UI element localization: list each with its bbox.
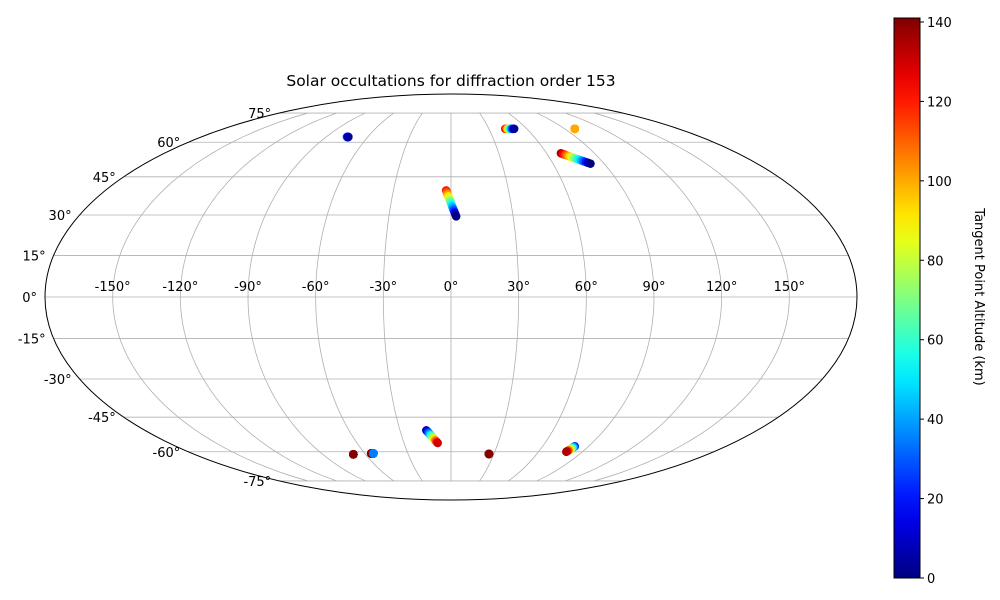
tick-labels: -150° -120° -90° -60° -30° 0° 30° 60° 90° 120° 150…: [18, 107, 805, 490]
lat-tick-label: 0°: [22, 291, 37, 306]
data-point: [433, 438, 442, 448]
colorbar-tick-label: 120: [927, 95, 952, 110]
lon-gridline: [247, 112, 366, 482]
lon-tick-label: -120°: [162, 280, 198, 295]
data-point: [570, 124, 580, 134]
lon-tick-label: 30°: [507, 280, 530, 295]
data-point: [369, 449, 378, 458]
lon-gridline: [508, 112, 587, 482]
colorbar-gradient: [893, 17, 921, 579]
colorbar-label: Tangent Point Altitude (km): [971, 207, 986, 385]
lat-tick-label: 15°: [23, 249, 46, 264]
lat-tick-label: -15°: [18, 333, 46, 348]
map-boundary: [44, 93, 858, 501]
colorbar-tick-label: 60: [927, 334, 944, 349]
lon-gridline: [382, 112, 423, 482]
chart-title: Solar occultations for diffraction order…: [286, 72, 615, 90]
lon-gridline: [565, 112, 723, 482]
lat-tick-label: 60°: [157, 136, 180, 151]
lon-gridline: [179, 112, 337, 482]
lon-tick-label: 150°: [774, 280, 805, 295]
colorbar-tick-label: 0: [927, 572, 935, 587]
data-point: [484, 449, 494, 459]
lat-tick-label: 45°: [93, 171, 116, 186]
occultation-points: [342, 124, 595, 459]
lat-tick-label: 75°: [248, 107, 271, 122]
colorbar-tick-label: 40: [927, 413, 944, 428]
lon-tick-label: -150°: [95, 280, 131, 295]
lon-gridline: [536, 112, 655, 482]
lon-tick-label: 60°: [575, 280, 598, 295]
data-point: [586, 159, 595, 168]
data-point: [509, 124, 519, 134]
lon-tick-label: 90°: [642, 280, 665, 295]
graticule-grid: [45, 112, 857, 482]
lon-tick-label: 120°: [706, 280, 737, 295]
lon-gridline: [315, 112, 394, 482]
colorbar-tick-label: 100: [927, 175, 952, 190]
lon-tick-label: -30°: [369, 280, 397, 295]
lon-tick-label: 0°: [444, 280, 459, 295]
data-point: [349, 450, 358, 459]
lon-tick-label: -90°: [234, 280, 262, 295]
lat-tick-label: -60°: [153, 446, 181, 461]
lat-tick-label: 30°: [49, 209, 72, 224]
data-point: [451, 212, 461, 221]
data-point: [344, 132, 353, 142]
colorbar: 0 20 40 60 80 100 120 140: [893, 16, 952, 587]
lat-tick-label: -30°: [44, 373, 72, 388]
lat-tick-label: -45°: [88, 411, 116, 426]
data-point: [562, 447, 571, 457]
lon-tick-label: -60°: [302, 280, 330, 295]
colorbar-tick-label: 20: [927, 493, 944, 508]
colorbar-tick-label: 140: [927, 16, 952, 31]
lat-tick-label: -75°: [243, 475, 271, 490]
colorbar-tick-label: 80: [927, 254, 944, 269]
lon-gridline: [112, 112, 308, 482]
lon-gridline: [479, 112, 520, 482]
lon-gridline: [594, 112, 790, 482]
